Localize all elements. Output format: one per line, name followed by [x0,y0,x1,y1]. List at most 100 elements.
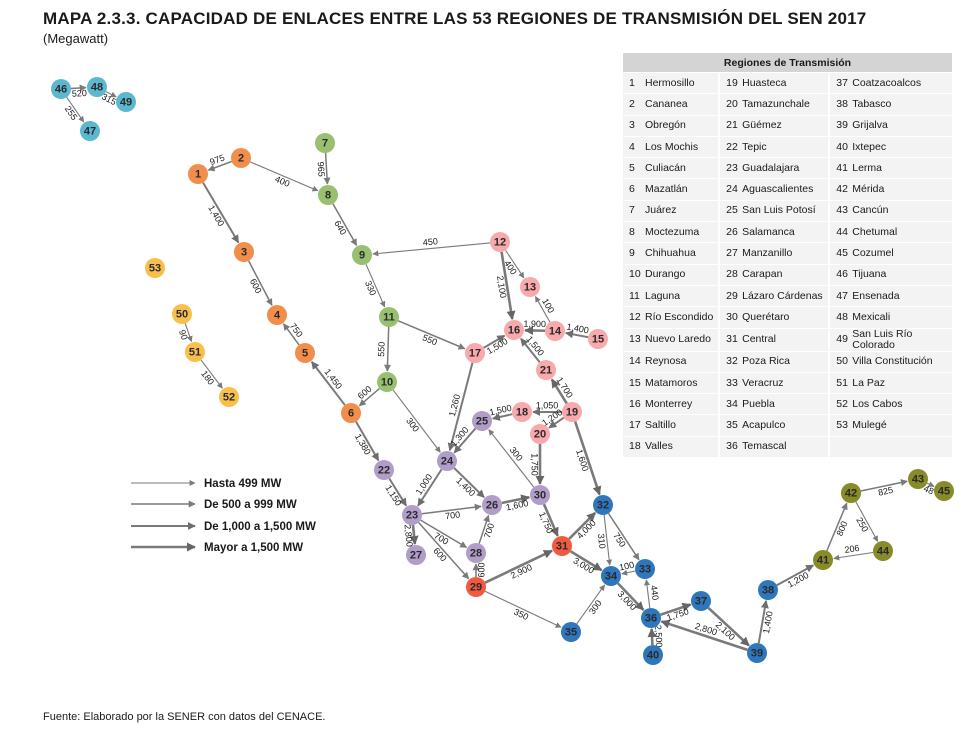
region-name: Nuevo Laredo [645,333,711,346]
link-capacity-label: 440 [649,585,661,601]
region-node-36: 36 [641,608,661,628]
region-node-14: 14 [545,321,565,341]
region-name: Tamazunchale [742,97,810,110]
legend-cell-region: 34 Puebla [718,393,830,415]
link-capacity-label: 1,400 [566,322,590,336]
link-capacity-label: 1,400 [761,610,775,634]
legend-cell-region: 2 Cananea [623,93,720,116]
link-29-35 [484,590,562,628]
legend-cell-region: 50 Villa Constitución [828,350,952,373]
region-node-label: 34 [605,570,618,582]
link-43-45 [926,481,935,487]
region-node-label: 41 [817,554,829,566]
link-capacity-label: 520 [72,88,88,99]
region-node-35: 35 [561,622,581,642]
region-node-circle [185,342,205,362]
legend-cell-region: 17 Saltillo [623,414,720,437]
legend-row: 10 Durango 28 Carapan 46 Tijuana [623,263,952,286]
legend-row: 13 Nuevo Laredo 31 Central 49 San Luis Río Co… [623,327,952,352]
legend-cell-region: 3 Obregón [623,114,720,137]
region-node-label: 26 [486,499,498,511]
region-node-circle [934,481,954,501]
region-node-circle [80,121,100,141]
legend-cell-region: 47 Ensenada [828,284,952,307]
legend-row: 14 Reynosa 32 Poza Rica 50 Villa Constitución [623,350,952,373]
link-46-48 [70,84,87,92]
legend-cell-region: 9 Chihuahua [623,242,720,265]
link-23-27 [409,524,419,545]
region-node-label: 23 [406,509,418,521]
link-23-26 [421,503,482,515]
link-capacity-label: 1,750 [537,510,555,535]
legend-cell-region: 26 Salamanca [718,221,830,243]
region-node-label: 18 [516,406,528,418]
region-node-label: 13 [524,281,536,293]
legend-cell-region: 14 Reynosa [623,350,720,373]
legend-cell-region [828,435,952,458]
region-node-circle [472,411,492,431]
link-42-43 [860,479,908,492]
region-node-18: 18 [512,402,532,422]
region-node-label: 30 [534,489,546,501]
region-node-circle [352,245,372,265]
link-7-8 [323,152,331,185]
link-capacity-label: 750 [611,531,628,549]
region-node-label: 7 [322,137,328,149]
region-node-50: 50 [172,304,192,324]
region-node-label: 51 [189,346,201,358]
region-node-15: 15 [588,329,608,349]
region-node-label: 14 [549,325,562,337]
region-node-5: 5 [295,343,315,363]
region-number: 20 [726,97,738,110]
region-name: Temascal [742,440,787,453]
region-name: Tabasco [852,97,892,110]
region-node-label: 25 [476,415,488,427]
legend-cell-region: 46 Tijuana [828,263,952,286]
region-node-47: 47 [80,121,100,141]
region-number: 21 [726,119,738,132]
region-name: Monterrey [645,397,693,410]
region-number: 33 [726,376,738,389]
link-capacity-label: 1,600 [574,448,591,473]
region-number: 29 [726,289,738,302]
link-capacity-label: 4,000 [575,518,598,541]
region-node-39: 39 [747,643,767,663]
link-capacity-label: 600 [431,546,448,564]
legend-cell-region: 6 Mazatlán [623,178,720,201]
legend-cell-region: 27 Manzanillo [718,242,830,265]
region-node-22: 22 [374,460,394,480]
region-node-circle [116,92,136,112]
regions-legend-table: Regiones de Transmisión 1 Hermosillo 19 Hua… [623,53,952,458]
map-title: MAPA 2.3.3. CAPACIDAD DE ENLACES ENTRE L… [43,9,867,28]
region-name: Cananea [645,97,688,110]
region-node-10: 10 [377,372,397,392]
region-node-circle [234,242,254,262]
region-name: Cozumel [852,247,894,260]
region-number: 7 [629,204,635,217]
link-capacity-label: 1,500 [488,403,512,418]
region-name: Los Cabos [852,397,903,410]
region-number: 18 [629,440,641,453]
region-name: Durango [645,268,686,281]
legend-cell-region: 37 Coatzacoalcos [828,71,952,94]
region-node-16: 16 [504,320,524,340]
region-node-51: 51 [185,342,205,362]
link-1-3 [202,182,240,244]
region-node-7: 7 [315,133,335,153]
link-capacity-label: 255 [63,104,80,122]
region-node-label: 44 [877,545,890,557]
legend-cell-region: 11 Laguna [623,284,720,307]
region-number: 17 [629,419,641,432]
region-node-circle [562,402,582,422]
region-node-45: 45 [934,481,954,501]
link-32-33 [607,512,640,561]
region-node-label: 45 [938,485,950,497]
legend-cell-region: 33 Veracruz [718,371,830,394]
region-node-23: 23 [402,505,422,525]
region-number: 14 [629,355,641,368]
region-node-label: 40 [647,649,659,661]
legend-cell-region: 24 Aguascalientes [718,178,830,201]
legend-cell-region: 25 San Luis Potosí [718,199,830,222]
source-note: Fuente: Elaborado por la SENER con datos… [43,711,326,723]
capacity-legend-label: De 1,000 a 1,500 MW [204,521,316,533]
